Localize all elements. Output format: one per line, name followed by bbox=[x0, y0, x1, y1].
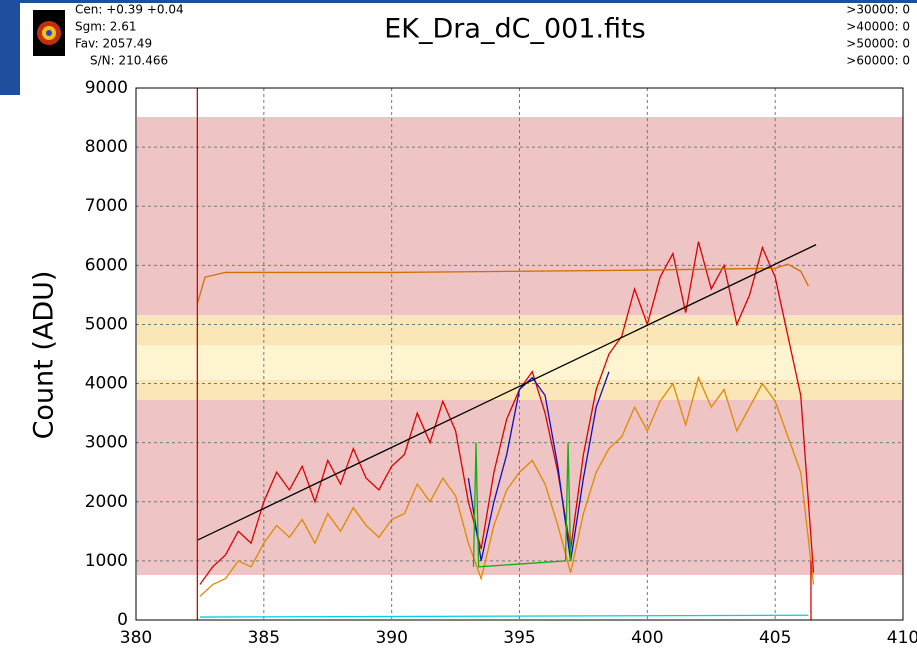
y-axis-label: Count (ADU) bbox=[29, 271, 60, 440]
count: >60000: 0 bbox=[846, 54, 910, 68]
y-tick-label: 4000 bbox=[85, 374, 128, 394]
stats: Cen: +0.39 +0.04 Sgm: 2.61 Fav: 2057.49 … bbox=[75, 3, 910, 68]
y-tick-label: 8000 bbox=[85, 137, 128, 157]
series-line bbox=[199, 614, 809, 618]
stat: Sgm: 2.61 bbox=[75, 20, 137, 34]
series-line bbox=[472, 442, 572, 568]
y-tick-label: 7000 bbox=[85, 196, 128, 216]
x-tick-label: 390 bbox=[375, 628, 407, 648]
y-tick-label: 9000 bbox=[85, 78, 128, 98]
x-tick-label: 395 bbox=[503, 628, 535, 648]
stat: Cen: +0.39 +0.04 bbox=[75, 3, 184, 17]
stat: S/N: 210.466 bbox=[90, 54, 168, 68]
series-line bbox=[196, 263, 809, 304]
series-line bbox=[199, 241, 815, 585]
plot-frame bbox=[135, 87, 904, 621]
y-tick-label: 5000 bbox=[85, 314, 128, 334]
y-tick-label: 3000 bbox=[85, 433, 128, 453]
x-tick-label: 405 bbox=[759, 628, 791, 648]
series-line bbox=[197, 244, 817, 541]
y-tick-label: 1000 bbox=[85, 551, 128, 571]
count: >50000: 0 bbox=[846, 37, 910, 51]
series-line bbox=[199, 375, 815, 597]
y-tick-label: 0 bbox=[117, 610, 128, 630]
image-band bbox=[137, 345, 903, 380]
chart-title: EK_Dra_dC_001.fits bbox=[384, 14, 645, 45]
count: >40000: 0 bbox=[846, 20, 910, 34]
window-frame bbox=[0, 0, 917, 3]
x-tick-label: 400 bbox=[631, 628, 663, 648]
window-frame bbox=[0, 0, 20, 95]
x-tick-label: 385 bbox=[248, 628, 280, 648]
series-line bbox=[467, 371, 610, 562]
x-tick-label: 410 bbox=[887, 628, 917, 648]
y-tick-label: 2000 bbox=[85, 492, 128, 512]
count: >30000: 0 bbox=[846, 3, 910, 17]
star-icon bbox=[46, 30, 52, 36]
y-tick-label: 6000 bbox=[85, 255, 128, 275]
stat: Fav: 2057.49 bbox=[75, 37, 152, 51]
x-tick-label: 380 bbox=[120, 628, 152, 648]
